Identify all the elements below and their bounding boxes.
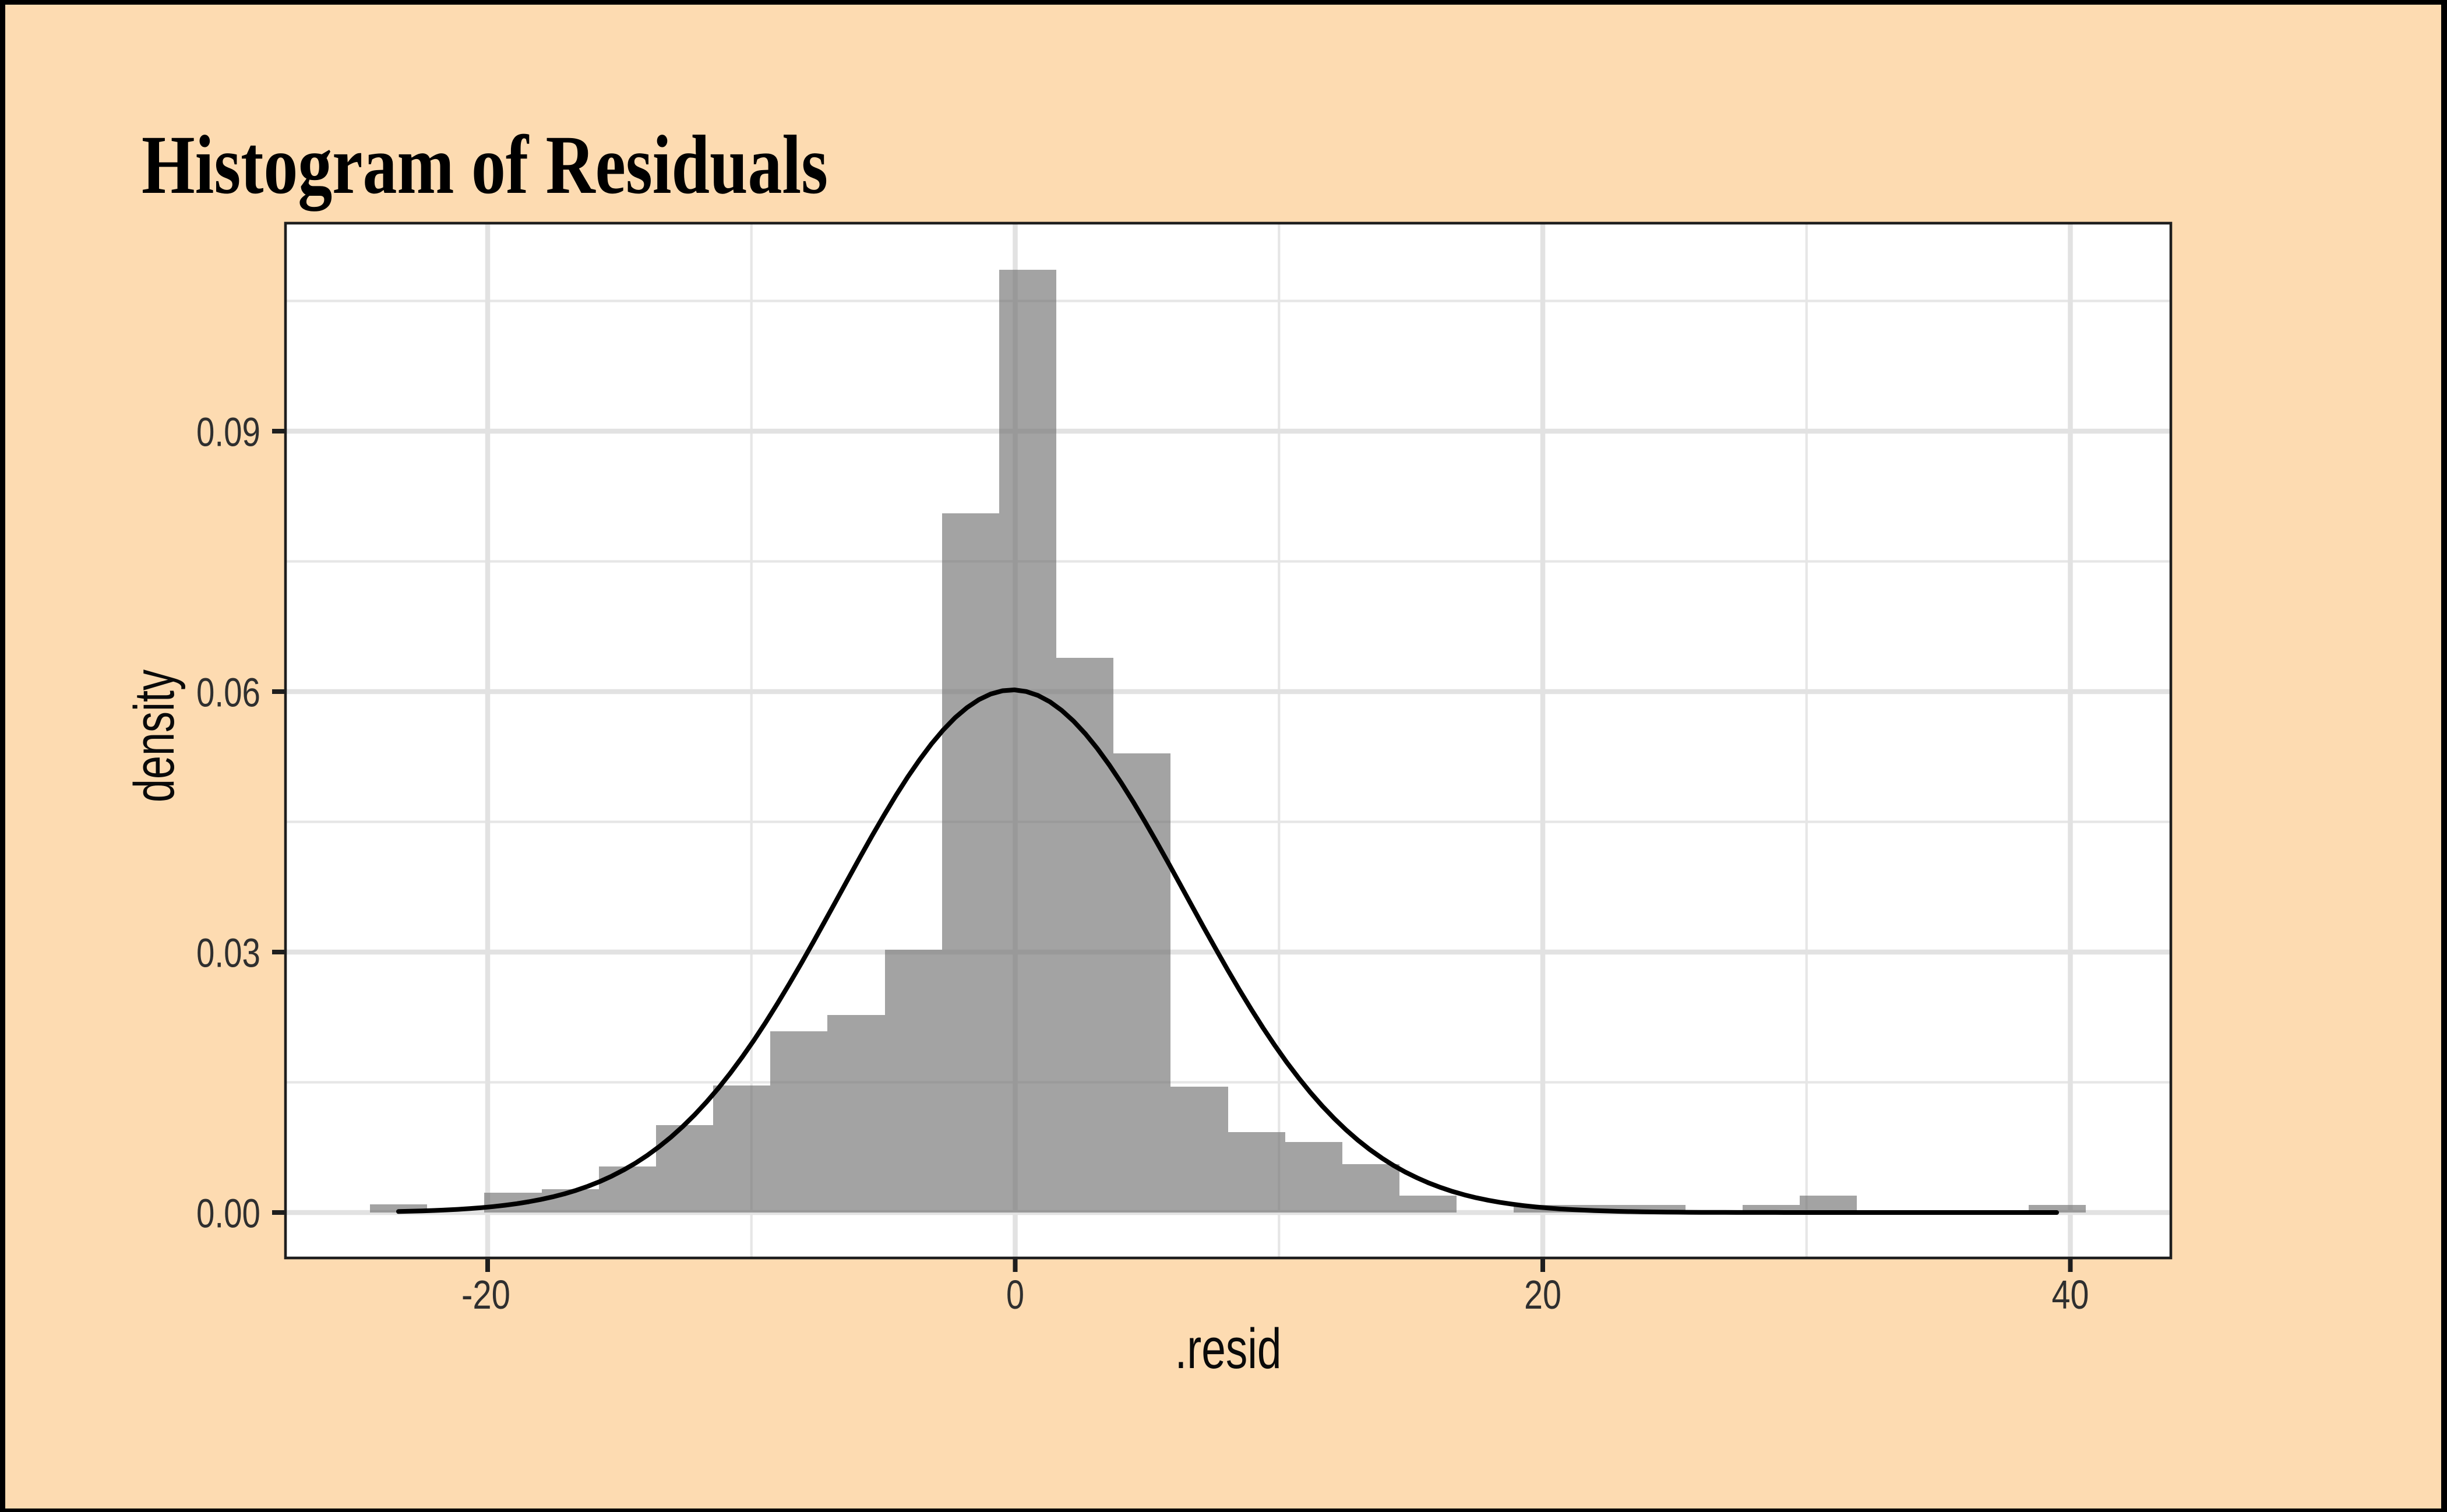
svg-text:Histogram of Residuals: Histogram of Residuals <box>142 119 828 212</box>
svg-text:0: 0 <box>1006 1272 1024 1317</box>
svg-text:40: 40 <box>2052 1272 2089 1317</box>
svg-text:20: 20 <box>1524 1272 1561 1317</box>
svg-text:-20: -20 <box>461 1272 510 1317</box>
svg-text:0.06: 0.06 <box>196 670 260 716</box>
svg-text:0.00: 0.00 <box>196 1191 260 1236</box>
svg-text:.resid: .resid <box>1175 1317 1282 1380</box>
svg-text:0.03: 0.03 <box>196 931 260 976</box>
svg-text:0.09: 0.09 <box>196 410 260 455</box>
svg-text:density: density <box>122 669 186 802</box>
